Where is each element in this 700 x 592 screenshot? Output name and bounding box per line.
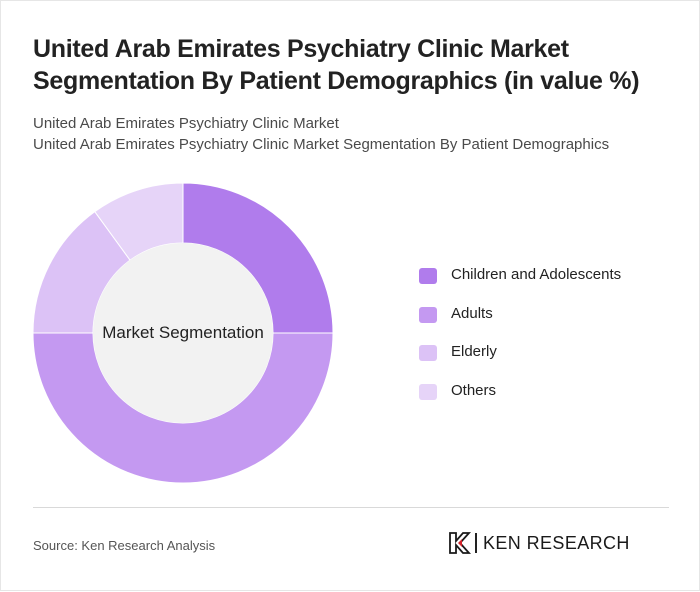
chart-legend: Children and Adolescents Adults Elderly Oth… — [419, 263, 621, 417]
donut-slice-others[interactable] — [94, 182, 184, 261]
legend-label: Elderly — [451, 343, 497, 360]
footer-divider — [33, 507, 669, 508]
legend-item-children-and-adolescents[interactable]: Children and Adolescents — [419, 263, 621, 302]
legend-label: Others — [451, 381, 497, 399]
legend-item-elderly[interactable]: Elderly — [419, 340, 621, 379]
legend-item-adults[interactable]: Adults — [419, 302, 621, 341]
donut-center — [93, 243, 273, 423]
legend-label: Adults — [451, 304, 493, 322]
chart-subtitle-market: United Arab Emirates Psychiatry Clinic M… — [33, 115, 339, 132]
ken-research-logo-text: KEN RESEARCH — [483, 533, 630, 553]
ken-research-logo: KEN RESEARCH — [447, 531, 630, 555]
legend-item-others[interactable]: Others — [419, 379, 621, 418]
legend-label: Children and Adolescents — [451, 266, 622, 283]
chart-title: United Arab Emirates Psychiatry Clinic M… — [33, 35, 640, 95]
legend-swatch — [419, 383, 437, 400]
legend-swatch — [419, 268, 437, 284]
logo-separator — [475, 533, 477, 553]
ken-research-logo-icon — [449, 532, 471, 554]
chart-subtitle-segmentation: United Arab Emirates Psychiatry Clinic M… — [33, 136, 610, 153]
legend-swatch — [419, 345, 437, 361]
source-note: Source: Ken Research Analysis — [33, 538, 216, 553]
donut-center-label: Market Segmentation — [102, 323, 264, 342]
legend-swatch — [419, 306, 437, 323]
